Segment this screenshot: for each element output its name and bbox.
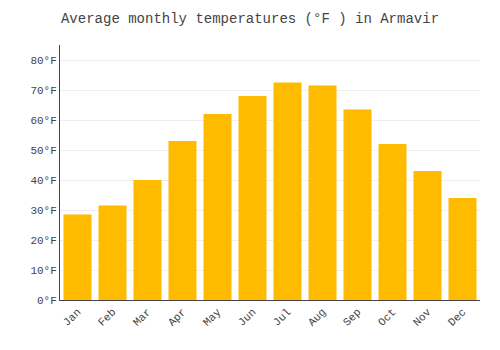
svg-text:80°F: 80°F [30,55,56,67]
svg-text:0°F: 0°F [37,295,57,307]
svg-text:40°F: 40°F [30,175,56,187]
svg-text:20°F: 20°F [30,235,56,247]
svg-text:Sep: Sep [341,306,363,328]
svg-text:70°F: 70°F [30,85,56,97]
svg-text:Dec: Dec [446,306,468,328]
svg-text:Oct: Oct [376,306,398,328]
svg-text:10°F: 10°F [30,265,56,277]
svg-text:30°F: 30°F [30,205,56,217]
svg-text:60°F: 60°F [30,115,56,127]
svg-text:Jun: Jun [236,306,258,328]
svg-text:50°F: 50°F [30,145,56,157]
svg-text:Jan: Jan [61,306,83,328]
svg-text:Jul: Jul [271,306,293,328]
svg-text:Feb: Feb [96,306,118,328]
svg-text:Average monthly temperatures (: Average monthly temperatures (°F ) in Ar… [61,11,439,27]
svg-text:Aug: Aug [306,306,328,328]
svg-text:Apr: Apr [166,306,188,328]
svg-text:May: May [201,306,224,329]
svg-text:Nov: Nov [411,306,434,329]
svg-text:Mar: Mar [131,306,153,328]
